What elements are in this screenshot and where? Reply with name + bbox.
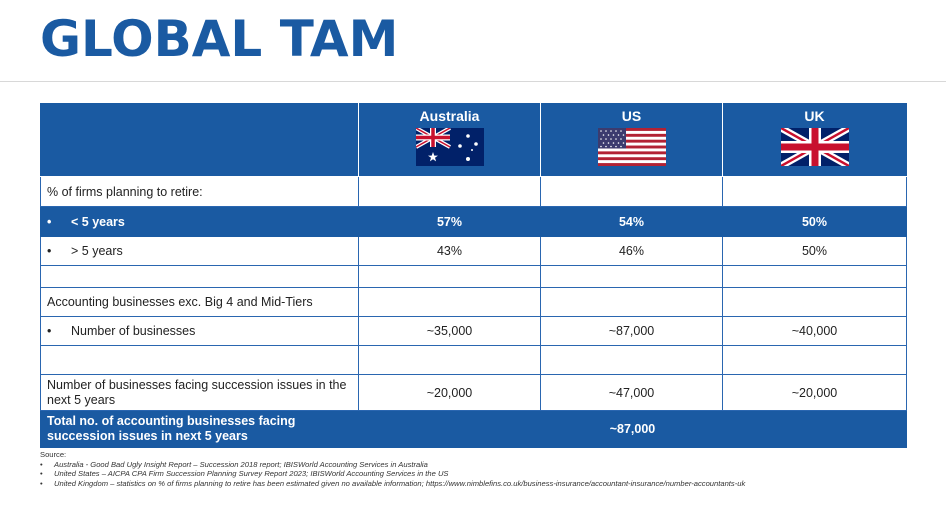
- header-blank-cell: [40, 103, 359, 177]
- row-label: • < 5 years: [40, 206, 359, 237]
- table-row: Accounting businesses exc. Big 4 and Mid…: [40, 287, 907, 317]
- page-title: GLOBAL TAM: [40, 10, 399, 68]
- row-label: • > 5 years: [40, 236, 359, 266]
- column-header-australia: Australia: [358, 103, 541, 177]
- table-row: % of firms planning to retire:: [40, 176, 907, 207]
- total-label: Total no. of accounting businesses facin…: [40, 410, 359, 448]
- value-uk: ~40,000: [722, 316, 907, 346]
- value-us: ~87,000: [540, 316, 723, 346]
- value-us: ~47,000: [540, 374, 723, 411]
- source-item: • Australia - Good Bad Ugly Insight Repor…: [40, 459, 428, 469]
- total-value: ~87,000: [358, 410, 907, 448]
- column-label: Australia: [419, 108, 480, 124]
- row-label: Number of businesses facing succession i…: [40, 374, 359, 411]
- column-label: UK: [804, 108, 825, 124]
- table-row-num-businesses: • Number of businesses ~35,000 ~87,000 ~4…: [40, 316, 907, 346]
- column-label: US: [621, 108, 642, 124]
- table-row-gt5: • > 5 years 43% 46% 50%: [40, 236, 907, 266]
- value-uk: 50%: [722, 206, 907, 237]
- table-row-total: Total no. of accounting businesses facin…: [40, 410, 907, 448]
- column-header-us: US: [540, 103, 723, 177]
- australia-flag-icon: [415, 128, 484, 166]
- value-uk: 50%: [722, 236, 907, 266]
- value-uk: ~20,000: [722, 374, 907, 411]
- uk-flag-icon: [780, 128, 849, 166]
- spacer-row: [40, 265, 907, 288]
- value-australia: 57%: [358, 206, 541, 237]
- retire-heading: % of firms planning to retire:: [40, 176, 359, 207]
- source-notes: Source: • Australia - Good Bad Ugly Insig…: [40, 450, 745, 488]
- header-divider: [0, 81, 946, 82]
- column-header-uk: UK: [722, 103, 907, 177]
- source-item: • United Kingdom – statistics on % of fir…: [40, 478, 746, 488]
- table-header-row: Australia US: [40, 103, 907, 177]
- accounting-heading: Accounting businesses exc. Big 4 and Mid…: [40, 287, 359, 317]
- table-row-succession: Number of businesses facing succession i…: [40, 374, 907, 411]
- value-us: 54%: [540, 206, 723, 237]
- tam-table: Australia US: [40, 103, 907, 448]
- source-heading: Source:: [40, 450, 67, 459]
- value-australia: ~35,000: [358, 316, 541, 346]
- value-us: 46%: [540, 236, 723, 266]
- table-row-lt5: • < 5 years 57% 54% 50%: [40, 206, 907, 237]
- spacer-row: [40, 345, 907, 375]
- source-item: • United States – AICPA CPA Firm Successi…: [40, 469, 449, 479]
- us-flag-icon: [597, 128, 666, 166]
- value-australia: ~20,000: [358, 374, 541, 411]
- row-label: • Number of businesses: [40, 316, 359, 346]
- value-australia: 43%: [358, 236, 541, 266]
